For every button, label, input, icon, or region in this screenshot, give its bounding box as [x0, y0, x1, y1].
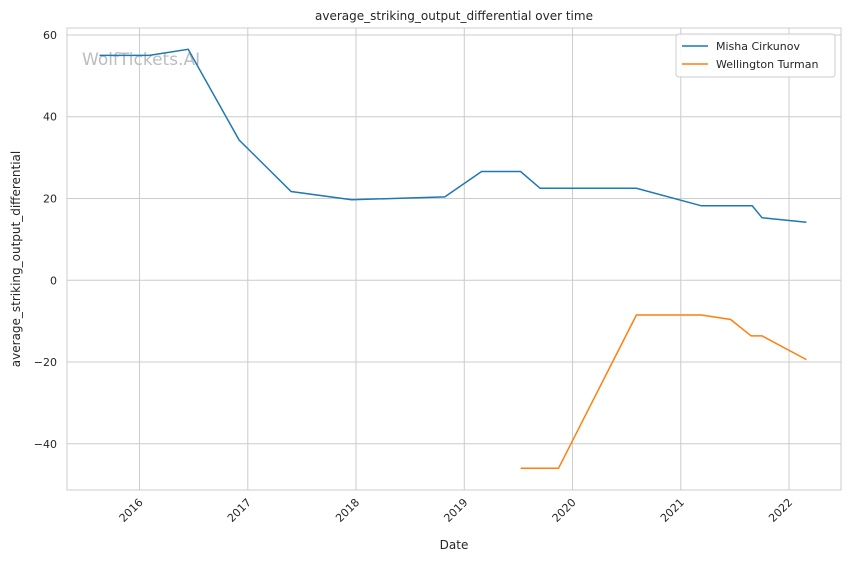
y-tick-label: 40: [43, 111, 57, 124]
y-tick-label: −20: [34, 356, 57, 369]
legend-label-wellington: Wellington Turman: [716, 58, 818, 71]
x-tick-label: 2016: [117, 496, 146, 525]
x-tick-label: 2021: [658, 496, 687, 525]
legend: Misha Cirkunov Wellington Turman: [675, 33, 836, 78]
legend-label-misha: Misha Cirkunov: [716, 40, 800, 53]
y-tick-label: 60: [43, 29, 57, 42]
series-line-misha-cirkunov: [99, 48, 807, 223]
y-tick-label: 20: [43, 192, 57, 205]
y-axis-label: average_striking_output_differential: [9, 151, 23, 367]
y-tick-label: 0: [50, 274, 57, 287]
x-tick-label: 2019: [441, 496, 470, 525]
x-tick-label: 2022: [766, 496, 795, 525]
x-tick-label: 2017: [225, 496, 254, 525]
grid: [67, 28, 841, 490]
x-tick-label: 2020: [550, 496, 579, 525]
watermark: WolfTickets.AI: [82, 50, 200, 70]
plot-frame: [66, 27, 842, 491]
y-tick-label: −40: [34, 438, 57, 451]
x-axis-label: Date: [440, 538, 469, 552]
chart-title: average_striking_output_differential ove…: [315, 9, 593, 23]
series-line-wellington-turman: [520, 314, 807, 470]
series-lines: [99, 48, 807, 470]
x-tick-label: 2018: [333, 496, 362, 525]
